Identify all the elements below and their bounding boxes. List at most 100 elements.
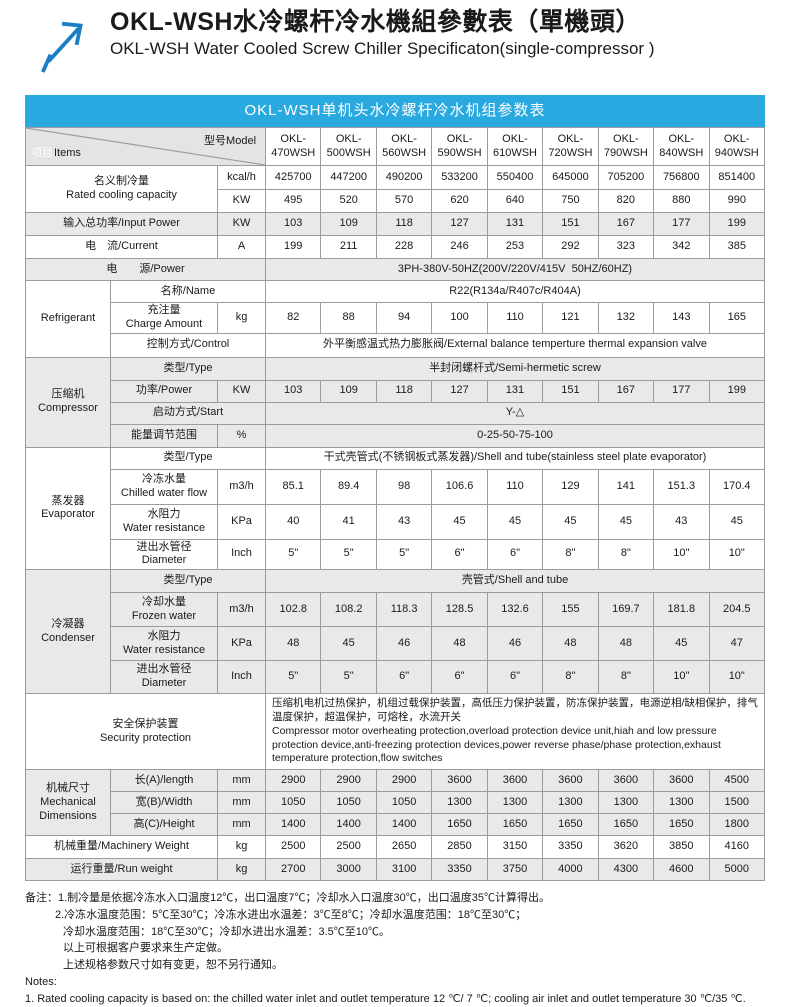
value-cell: 3600 xyxy=(542,769,599,793)
value-cell: 10" xyxy=(708,660,766,694)
items-label: 项目Items xyxy=(31,147,81,161)
value-cell: 46 xyxy=(486,626,544,661)
value-cell: 121 xyxy=(542,302,599,334)
row-security-protection: 安全保护装置 Security protection 压缩机电机过热保护，机组过… xyxy=(24,692,765,771)
model-header-cell: OKL- 940WSH xyxy=(708,127,766,166)
row-label: 进出水管径 Diameter xyxy=(110,538,218,570)
model-header-cell: OKL- 560WSH xyxy=(375,127,433,166)
note-line: 上述规格参数尺寸如有变更，恕不另行通知。 xyxy=(63,959,283,972)
value-cell: 8" xyxy=(542,538,599,570)
value-cell: 199 xyxy=(265,235,322,259)
row-label: 电 流/Current xyxy=(25,235,218,259)
value-cell: 1050 xyxy=(320,791,377,815)
value-cell: 127 xyxy=(431,212,488,236)
value-cell: 1650 xyxy=(653,813,710,837)
value-cell: 45 xyxy=(708,503,766,540)
arrow-logo-icon xyxy=(40,21,83,73)
value-cell: 645000 xyxy=(542,165,599,190)
row-evaporator-resistance: 水阻力 Water resistance KPa 40 41 43 45 45 45 45 4… xyxy=(26,503,766,540)
value-cell: 6" xyxy=(431,660,488,694)
unit-cell: Inch xyxy=(216,660,267,694)
row-dimension-length: 机械尺寸 Mechanical Dimensions 长(A)/length m… xyxy=(25,769,766,837)
value-cell: 167 xyxy=(597,379,655,403)
value-cell: 103 xyxy=(265,212,322,236)
value-cell: 45 xyxy=(597,503,655,540)
unit-cell: Inch xyxy=(216,538,267,570)
value-cell: 151.3 xyxy=(653,468,710,505)
unit-cell: KW xyxy=(216,379,267,403)
value-cell: 6" xyxy=(486,660,544,694)
value-cell: 102.8 xyxy=(265,592,322,627)
value-cell: 118 xyxy=(375,379,433,403)
value-cell: 3600 xyxy=(653,769,710,793)
value-cell: 342 xyxy=(653,235,710,259)
value-cell: 110 xyxy=(486,302,544,334)
notes-section: 备注：1.制冷量是依据冷冻水入口温度12℃，出口温度7℃；冷却水入口温度30℃，… xyxy=(25,890,765,1007)
unit-cell: kcal/h xyxy=(216,165,267,190)
unit-cell: kg xyxy=(216,302,267,334)
merged-value-cell: 0-25-50-75-100 xyxy=(265,423,765,448)
value-cell: 490200 xyxy=(375,165,433,190)
row-evaporator-diameter: 进出水管径 Diameter Inch 5" 5" 5" 6" 6" 8" 8" 10" 10" xyxy=(26,538,766,570)
value-cell: 204.5 xyxy=(708,592,766,627)
value-cell: 155 xyxy=(542,592,599,627)
row-refrigerant-control: 控制方式/Control 外平衡感温式热力膨胀阀/External balanc… xyxy=(26,332,765,358)
merged-value-cell: 外平衡感温式热力膨胀阀/External balance temperture … xyxy=(265,332,765,358)
note-line: Notes: xyxy=(25,975,57,988)
spec-table: 项目Items 型号Model OKL- 470WSH OKL- 500WSH OK… xyxy=(24,127,766,882)
note-line: 1. Rated cooling capacity is based on: t… xyxy=(25,992,746,1005)
value-cell: 118.3 xyxy=(375,592,433,627)
value-cell: 4600 xyxy=(653,858,710,882)
group-cell-condenser: 冷凝器 Condenser xyxy=(25,569,111,694)
value-cell: 48 xyxy=(265,626,322,661)
value-cell: 1500 xyxy=(708,791,766,815)
merged-value-cell: Y-△ xyxy=(265,401,765,425)
model-label: 型号Model xyxy=(204,135,257,147)
row-condenser-diameter: 进出水管径 Diameter Inch 5" 5" 6" 6" 6" 8" 8" 10" 10" xyxy=(26,660,766,694)
value-cell: 94 xyxy=(375,302,433,334)
value-cell: 520 xyxy=(320,189,377,213)
unit-cell: m3/h xyxy=(216,592,267,627)
value-cell: 1050 xyxy=(265,791,322,815)
row-cooling-kw: KW 495 520 570 620 640 750 820 880 990 xyxy=(26,189,766,213)
value-cell: 109 xyxy=(320,379,377,403)
note-line: 以上可根据客户要求来生产定做。 xyxy=(63,942,228,955)
model-header-cell: OKL- 470WSH xyxy=(265,127,322,166)
note-line: 备注：1.制冷量是依据冷冻水入口温度12℃，出口温度7℃；冷却水入口温度30℃，… xyxy=(25,892,550,905)
value-cell: 10" xyxy=(708,538,766,570)
value-cell: 851400 xyxy=(708,165,766,190)
table-banner: OKL-WSH单机头水冷螺杆冷水机组参数表 xyxy=(25,95,765,127)
value-cell: 181.8 xyxy=(653,592,710,627)
value-cell: 1400 xyxy=(320,813,377,837)
value-cell: 3850 xyxy=(653,835,710,860)
value-cell: 3350 xyxy=(431,858,488,882)
row-input-power: 输入总功率/Input Power KW 103 109 118 127 131 151 1… xyxy=(25,212,766,236)
row-power-source: 电 源/Power 3PH-380V-50HZ(200V/220V/415V 5… xyxy=(24,258,765,281)
value-cell: 151 xyxy=(542,212,599,236)
value-cell: 1300 xyxy=(431,791,488,815)
merged-value-cell: 3PH-380V-50HZ(200V/220V/415V 50HZ/60HZ) xyxy=(265,258,765,281)
value-cell: 199 xyxy=(708,212,766,236)
value-cell: 756800 xyxy=(653,165,710,190)
row-label: 名义制冷量 Rated cooling capacity xyxy=(25,165,218,213)
row-dimension-width: 宽(B)/Width mm 1050 1050 1050 1300 1300 1300 13… xyxy=(26,791,766,815)
value-cell: 6" xyxy=(486,538,544,570)
value-cell: 118 xyxy=(375,212,433,236)
value-cell: 253 xyxy=(486,235,544,259)
row-compressor-start: 启动方式/Start Y-△ xyxy=(26,401,765,425)
value-cell: 880 xyxy=(653,189,710,213)
value-cell: 3350 xyxy=(542,835,599,860)
items-label-zh: 项目 xyxy=(31,147,53,160)
value-cell: 2850 xyxy=(431,835,488,860)
value-cell: 5" xyxy=(320,660,377,694)
value-cell: 3750 xyxy=(486,858,544,882)
value-cell: 705200 xyxy=(597,165,655,190)
value-cell: 990 xyxy=(708,189,766,213)
row-label: 控制方式/Control xyxy=(109,332,267,358)
unit-cell: % xyxy=(216,423,267,448)
row-label: 能量调节范围 xyxy=(110,423,218,448)
value-cell: 385 xyxy=(708,235,766,259)
row-condenser-resistance: 水阻力 Water resistance KPa 48 45 46 48 46 48 48 4… xyxy=(26,626,766,661)
row-label: 高(C)/Height xyxy=(110,813,218,837)
group-cell-dimensions: 机械尺寸 Mechanical Dimensions xyxy=(25,769,111,837)
